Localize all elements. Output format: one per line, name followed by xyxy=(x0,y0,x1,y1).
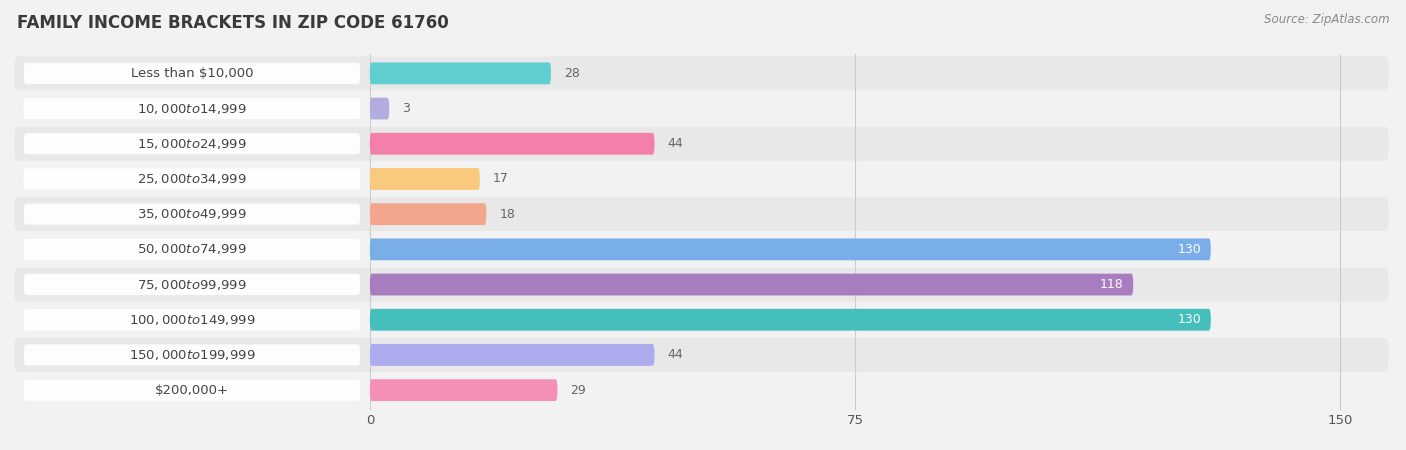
FancyBboxPatch shape xyxy=(24,63,360,84)
FancyBboxPatch shape xyxy=(14,303,1389,337)
FancyBboxPatch shape xyxy=(370,238,1211,260)
FancyBboxPatch shape xyxy=(14,197,1389,231)
FancyBboxPatch shape xyxy=(24,309,360,330)
FancyBboxPatch shape xyxy=(370,309,1211,331)
FancyBboxPatch shape xyxy=(370,168,479,190)
Text: $15,000 to $24,999: $15,000 to $24,999 xyxy=(138,137,247,151)
FancyBboxPatch shape xyxy=(14,127,1389,161)
FancyBboxPatch shape xyxy=(370,63,551,84)
FancyBboxPatch shape xyxy=(370,379,557,401)
Text: $35,000 to $49,999: $35,000 to $49,999 xyxy=(138,207,247,221)
FancyBboxPatch shape xyxy=(370,344,654,366)
Text: 18: 18 xyxy=(499,207,515,220)
Text: 130: 130 xyxy=(1177,313,1201,326)
Text: 28: 28 xyxy=(564,67,579,80)
Text: 44: 44 xyxy=(668,137,683,150)
Text: Less than $10,000: Less than $10,000 xyxy=(131,67,253,80)
FancyBboxPatch shape xyxy=(370,133,654,155)
FancyBboxPatch shape xyxy=(24,239,360,260)
Text: $75,000 to $99,999: $75,000 to $99,999 xyxy=(138,278,247,292)
FancyBboxPatch shape xyxy=(14,92,1389,126)
FancyBboxPatch shape xyxy=(14,233,1389,266)
FancyBboxPatch shape xyxy=(370,98,389,119)
FancyBboxPatch shape xyxy=(24,380,360,400)
Text: Source: ZipAtlas.com: Source: ZipAtlas.com xyxy=(1264,14,1389,27)
Text: 118: 118 xyxy=(1099,278,1123,291)
FancyBboxPatch shape xyxy=(14,56,1389,90)
Text: 3: 3 xyxy=(402,102,411,115)
FancyBboxPatch shape xyxy=(24,344,360,365)
FancyBboxPatch shape xyxy=(14,268,1389,302)
FancyBboxPatch shape xyxy=(24,168,360,189)
Text: $100,000 to $149,999: $100,000 to $149,999 xyxy=(129,313,256,327)
FancyBboxPatch shape xyxy=(14,373,1389,407)
Text: 17: 17 xyxy=(492,172,509,185)
Text: $25,000 to $34,999: $25,000 to $34,999 xyxy=(138,172,247,186)
Text: 130: 130 xyxy=(1177,243,1201,256)
Text: $200,000+: $200,000+ xyxy=(155,384,229,396)
FancyBboxPatch shape xyxy=(24,274,360,295)
FancyBboxPatch shape xyxy=(14,162,1389,196)
Text: $10,000 to $14,999: $10,000 to $14,999 xyxy=(138,102,247,116)
Text: 29: 29 xyxy=(571,384,586,396)
FancyBboxPatch shape xyxy=(370,274,1133,296)
Text: $50,000 to $74,999: $50,000 to $74,999 xyxy=(138,243,247,256)
Text: $150,000 to $199,999: $150,000 to $199,999 xyxy=(129,348,256,362)
Text: 44: 44 xyxy=(668,348,683,361)
FancyBboxPatch shape xyxy=(24,133,360,154)
Text: FAMILY INCOME BRACKETS IN ZIP CODE 61760: FAMILY INCOME BRACKETS IN ZIP CODE 61760 xyxy=(17,14,449,32)
FancyBboxPatch shape xyxy=(14,338,1389,372)
FancyBboxPatch shape xyxy=(24,203,360,225)
FancyBboxPatch shape xyxy=(370,203,486,225)
FancyBboxPatch shape xyxy=(24,98,360,119)
